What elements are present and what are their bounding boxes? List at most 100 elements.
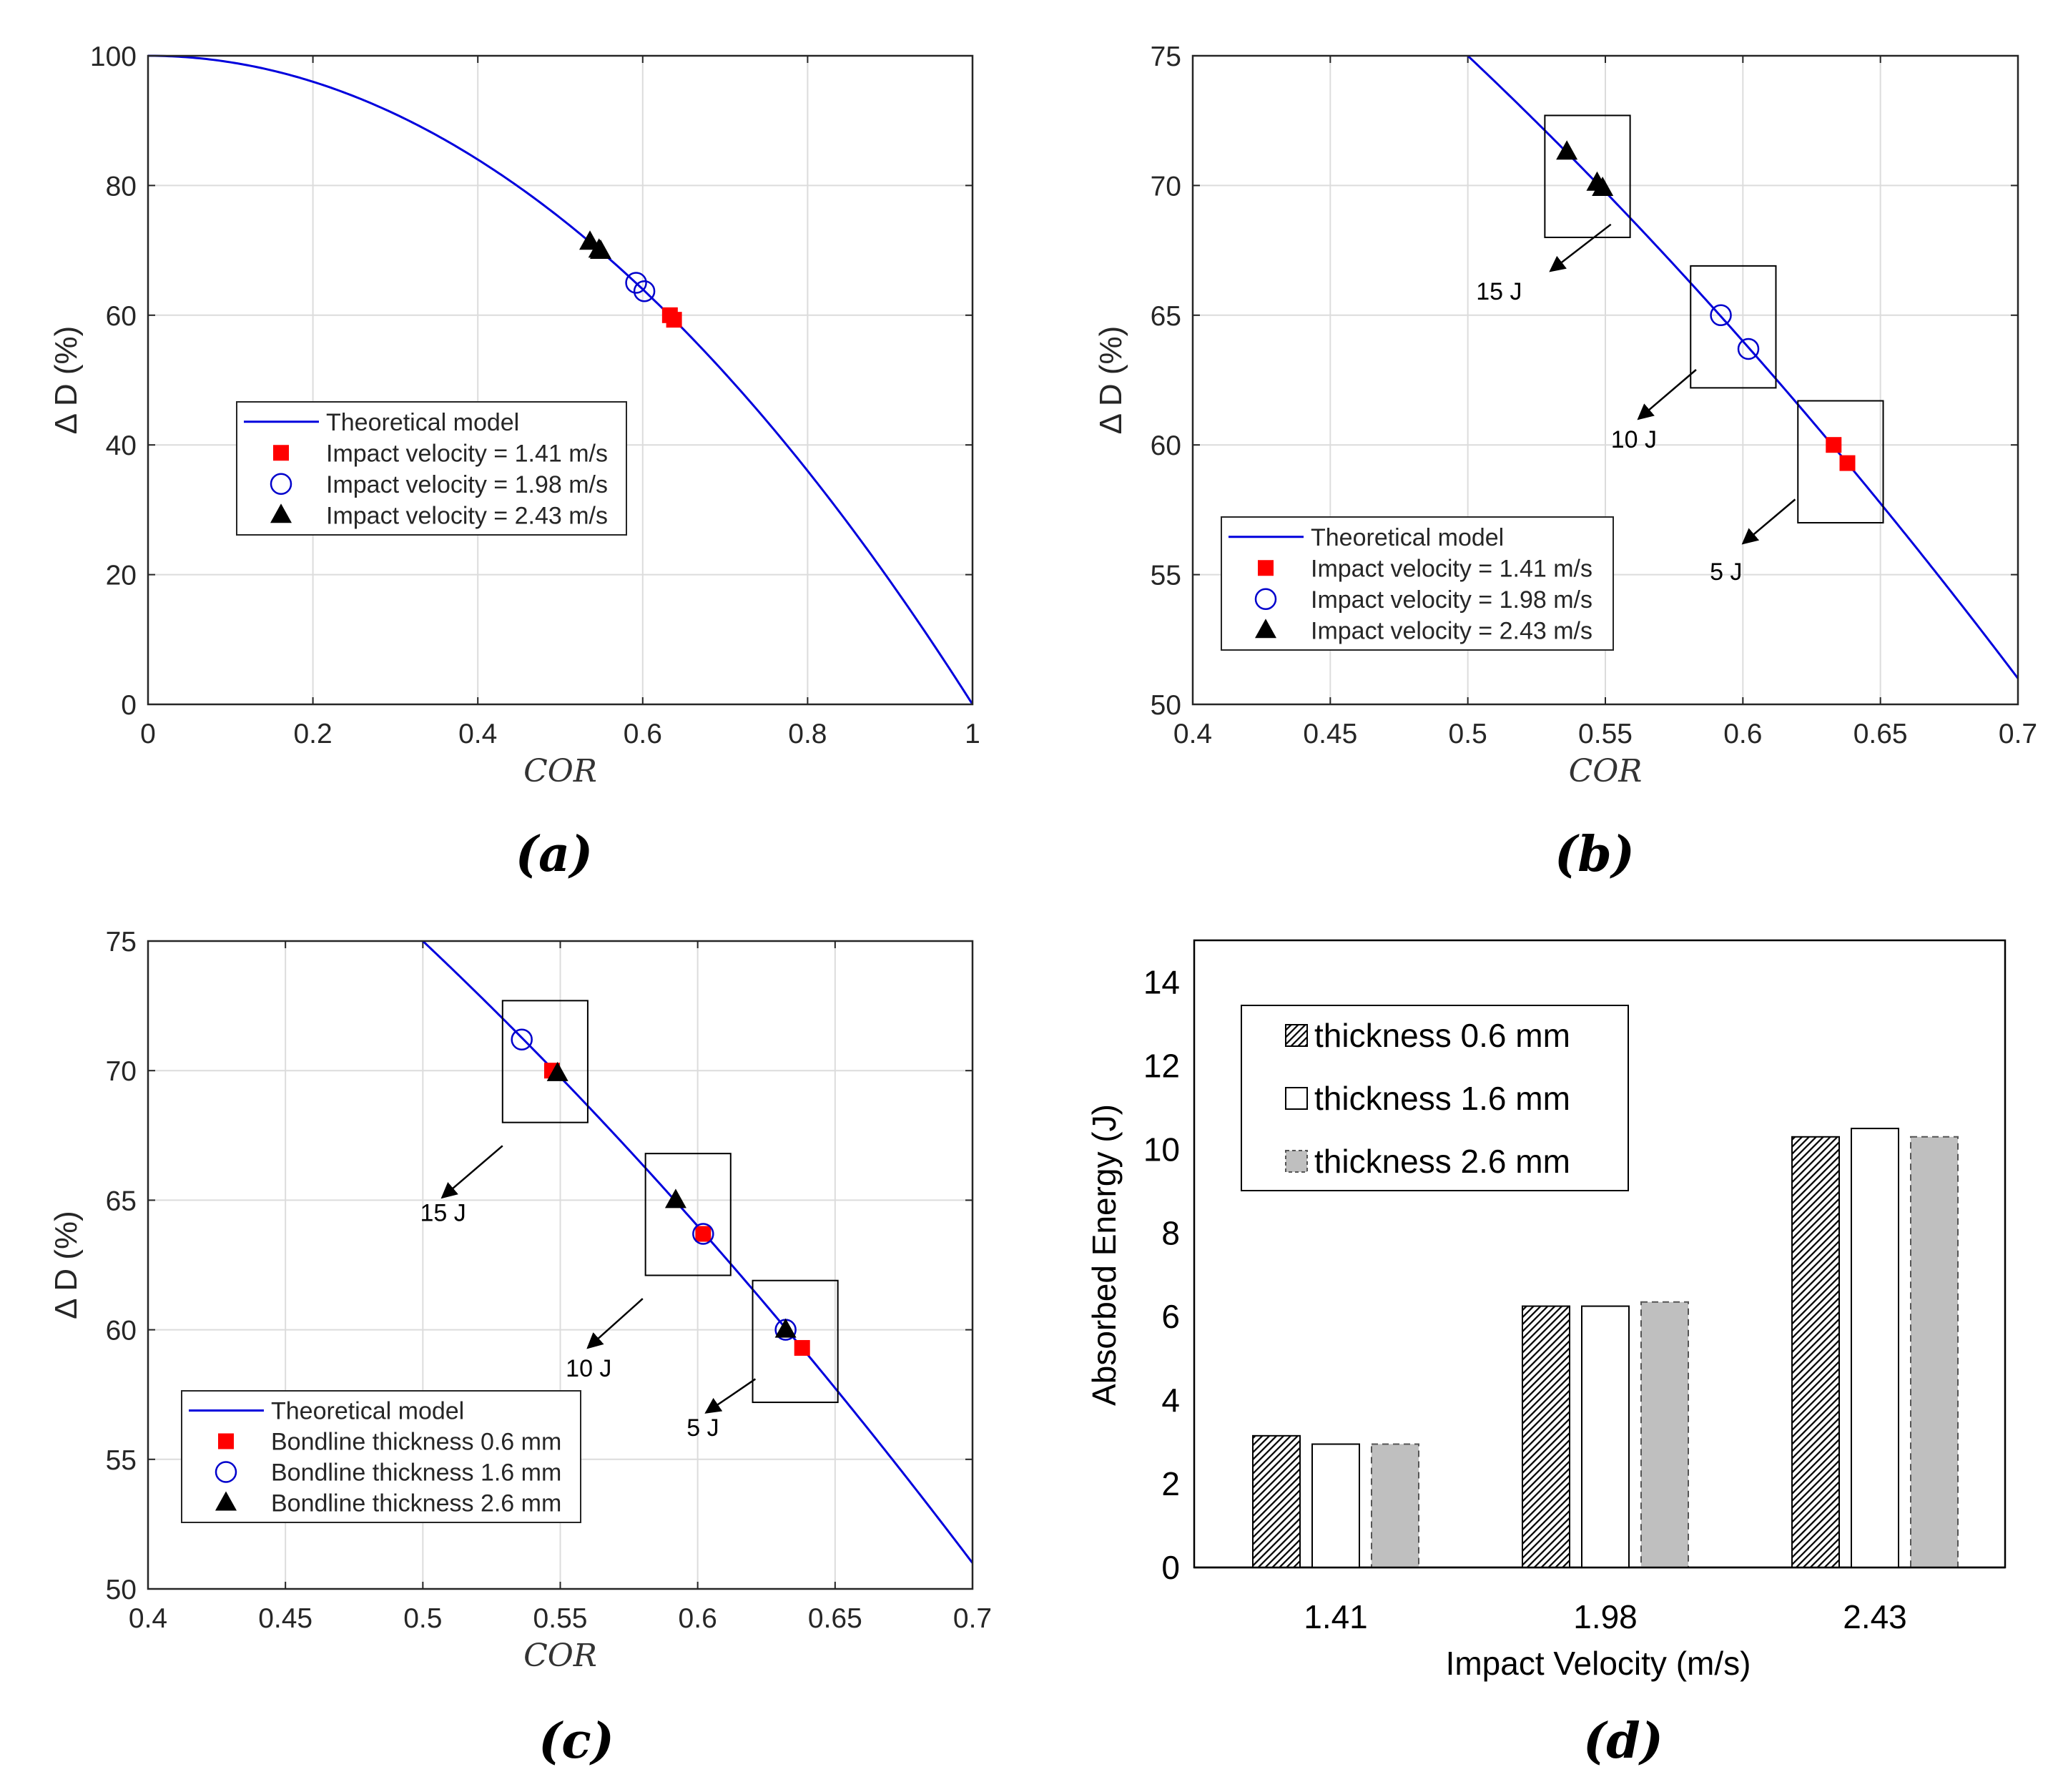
legend: Theoretical model Impact velocity = 1.41 … [1221, 516, 1614, 651]
legend-label: Bondline thickness 0.6 mm [271, 1429, 561, 1456]
y-tick-label: 70 [1151, 171, 1181, 202]
x-axis-label: Impact Velocity (m/s) [1446, 1645, 1751, 1682]
plot-frame [1191, 54, 2019, 706]
y-tick-label: 4 [1161, 1382, 1180, 1419]
energy-label: 10 J [566, 1355, 611, 1382]
x-tick-label: 0.6 [624, 719, 662, 749]
y-tick-label: 70 [106, 1056, 137, 1087]
y-tick-label: 50 [106, 1575, 137, 1605]
legend-label: Impact velocity = 1.98 m/s [326, 471, 608, 498]
legend-label: Impact velocity = 1.41 m/s [326, 440, 608, 467]
annotation-arrow [1741, 498, 1796, 545]
x-tick-label: 1.41 [1304, 1598, 1368, 1635]
legend-label: thickness 2.6 mm [1314, 1143, 1570, 1180]
x-tick-label: 0.8 [788, 719, 827, 749]
panel-label-a: (a) [516, 826, 593, 883]
legend-swatch-hatched [1285, 1024, 1308, 1047]
legend-label: Bondline thickness 2.6 mm [271, 1490, 561, 1517]
y-tick-label: 65 [1151, 301, 1181, 332]
y-tick-label: 6 [1161, 1298, 1180, 1335]
y-tick-label: 60 [106, 301, 137, 332]
annotation-box [1544, 114, 1631, 238]
x-tick-label: 0.4 [458, 719, 497, 749]
y-tick-label: 14 [1143, 963, 1180, 1000]
x-tick-label: 0.2 [293, 719, 332, 749]
plot-frame [147, 54, 974, 706]
legend-label: Theoretical model [1311, 524, 1504, 551]
y-tick-label: 100 [90, 41, 137, 72]
x-tick-label: 2.43 [1843, 1598, 1907, 1635]
legend-marker-square [273, 445, 289, 461]
energy-label: 5 J [1710, 558, 1742, 586]
legend-marker-triangle [270, 503, 292, 523]
legend-marker-circle [1254, 588, 1277, 610]
y-tick-label: 50 [1151, 690, 1181, 721]
bar [1252, 1434, 1301, 1568]
bar [1791, 1136, 1840, 1568]
plot-area [148, 56, 973, 704]
data-point-circle [692, 1223, 714, 1245]
annotation-box [752, 1279, 839, 1404]
legend-marker-circle [270, 473, 292, 495]
annotation-arrow [586, 1298, 644, 1349]
energy-label: 15 J [420, 1199, 466, 1226]
data-point-triangle [664, 1188, 686, 1208]
bar [1311, 1443, 1360, 1568]
x-tick-label: 0.65 [808, 1603, 862, 1634]
legend-marker-circle [215, 1461, 237, 1483]
x-tick-label: 0.4 [129, 1603, 167, 1634]
data-point-triangle [589, 240, 611, 260]
legend-swatch-gray-dashed [1285, 1150, 1308, 1173]
y-axis-label: Δ D (%) [49, 1211, 84, 1319]
annotation-box [1690, 265, 1777, 389]
legend-label: Theoretical model [271, 1398, 464, 1425]
x-tick-label: 0.7 [953, 1603, 992, 1634]
legend-label: Theoretical model [326, 409, 519, 436]
annotation-box [644, 1153, 732, 1276]
energy-label: 15 J [1476, 278, 1522, 305]
x-axis-label: COR [523, 1638, 597, 1674]
y-tick-label: 65 [106, 1186, 137, 1216]
data-point-square [1839, 455, 1856, 471]
data-point-triangle [1556, 140, 1578, 160]
legend-label: Impact velocity = 1.41 m/s [1311, 555, 1592, 582]
legend: Theoretical model Impact velocity = 1.41 … [236, 401, 627, 536]
bar [1910, 1136, 1959, 1568]
legend-marker-square [1258, 560, 1274, 576]
theoretical-model-line [147, 54, 974, 705]
x-tick-label: 0.6 [679, 1603, 717, 1634]
y-tick-label: 60 [106, 1316, 137, 1347]
data-point-square [794, 1339, 810, 1356]
bar [1851, 1128, 1899, 1568]
legend-label: Impact velocity = 2.43 m/s [1311, 617, 1592, 644]
data-point-circle [633, 280, 656, 302]
energy-label: 10 J [1611, 426, 1657, 453]
x-tick-label: 0.5 [403, 1603, 442, 1634]
y-axis-label: Δ D (%) [49, 326, 84, 435]
legend-box [1221, 516, 1614, 651]
y-tick-label: 40 [106, 430, 137, 461]
data-point-triangle [774, 1318, 797, 1338]
x-tick-label: 0.7 [1999, 719, 2037, 749]
x-tick-label: 0.45 [258, 1603, 312, 1634]
x-tick-label: 0.65 [1853, 719, 1908, 749]
y-tick-label: 20 [106, 561, 137, 591]
x-tick-label: 0.45 [1303, 719, 1357, 749]
y-tick-label: 75 [1151, 41, 1181, 72]
bar [1581, 1305, 1630, 1569]
x-tick-label: 0.55 [533, 1603, 588, 1634]
panel-label-b: (b) [1555, 826, 1635, 883]
data-point-circle [1737, 338, 1760, 360]
data-point-circle [511, 1028, 533, 1050]
y-tick-label: 12 [1143, 1047, 1180, 1084]
legend-marker-square [218, 1433, 234, 1449]
bar [1522, 1305, 1570, 1569]
x-tick-label: 1.98 [1573, 1598, 1638, 1635]
x-axis-label: COR [1569, 753, 1643, 789]
panel-d-chart: 0 2 4 6 8 10 12 14 1.41 1.98 2.43 Impact Velocity (… [1085, 939, 2007, 1682]
y-tick-label: 2 [1161, 1465, 1180, 1502]
y-tick-label: 0 [1161, 1549, 1180, 1586]
y-axis-label: Absorbed Energy (J) [1085, 1104, 1123, 1406]
x-tick-label: 1 [965, 719, 980, 749]
